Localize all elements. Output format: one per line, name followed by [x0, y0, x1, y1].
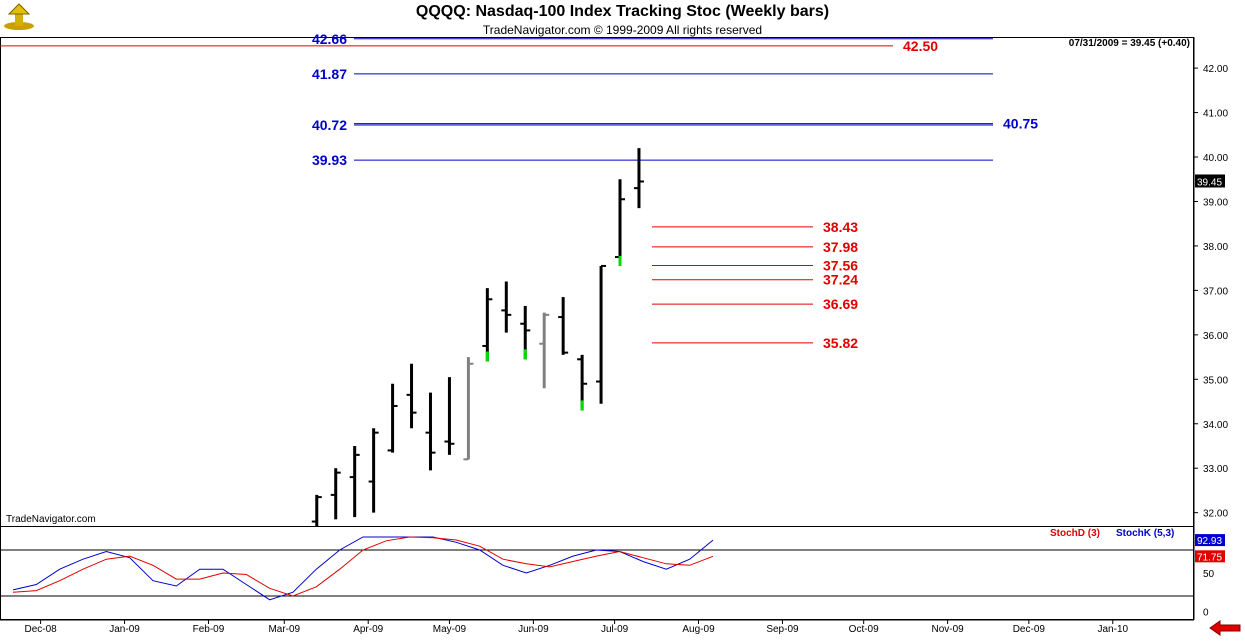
- price-tick-label: 35.00: [1203, 375, 1228, 386]
- time-tick-label: Dec-08: [24, 624, 57, 635]
- stochk-value-label: 92.93: [1197, 536, 1222, 547]
- level-label: 42.50: [903, 38, 938, 54]
- ohlc-bar: [444, 377, 455, 455]
- price-tick-label: 40.00: [1203, 153, 1228, 164]
- price-tick-label: 32.00: [1203, 509, 1228, 520]
- ohlc-bar: [330, 468, 341, 520]
- last-price-info: 07/31/2009 = 39.45 (+0.40): [1068, 38, 1190, 49]
- last-price-tag-label: 39.45: [1197, 177, 1222, 188]
- ohlc-bar: [482, 288, 493, 362]
- red-left-arrow-icon[interactable]: [1208, 620, 1242, 641]
- level-label: 42.66: [312, 31, 347, 47]
- stochd-line: [12, 536, 714, 597]
- level-label: 36.69: [823, 296, 858, 312]
- time-tick-label: May-09: [433, 624, 467, 635]
- level-label: 35.82: [823, 335, 858, 351]
- price-tick-label: 39.00: [1203, 197, 1228, 208]
- level-label: 40.72: [312, 117, 347, 133]
- ohlc-bar: [501, 281, 512, 333]
- level-label: 41.87: [312, 66, 347, 82]
- price-tick-label: 42.00: [1203, 64, 1228, 75]
- last-price-tag: [1195, 174, 1225, 188]
- stochd-legend: StochD (3): [1050, 528, 1100, 539]
- ohlc-bar: [539, 312, 550, 389]
- ohlc-bar: [425, 392, 436, 471]
- ohlc-bar: [558, 297, 569, 355]
- ohlc-bar: [349, 445, 360, 518]
- time-tick-label: Aug-09: [682, 624, 715, 635]
- oscillator-panel-frame: [0, 526, 1194, 620]
- time-tick-label: Jun-09: [518, 624, 549, 635]
- time-tick-label: Dec-09: [1013, 624, 1046, 635]
- time-tick-label: Sep-09: [766, 624, 799, 635]
- ohlc-bar: [633, 148, 644, 209]
- ohlc-bar: [463, 357, 474, 461]
- stochk-value-tag: [1195, 534, 1225, 547]
- time-tick-label: Mar-09: [268, 624, 300, 635]
- time-tick-label: Jul-09: [601, 624, 629, 635]
- time-tick-label: Jan-09: [109, 624, 140, 635]
- stochd-value-tag: [1195, 550, 1225, 563]
- level-label: 38.43: [823, 219, 858, 235]
- time-tick-label: Apr-09: [353, 624, 383, 635]
- ohlc-bar: [615, 179, 626, 266]
- stoch-tick-label: 0: [1203, 607, 1209, 618]
- level-label: 37.98: [823, 239, 858, 255]
- price-tick-label: 37.00: [1203, 286, 1228, 297]
- time-tick-label: Nov-09: [931, 624, 964, 635]
- ohlc-bar: [406, 363, 417, 429]
- watermark: TradeNavigator.com: [6, 514, 96, 525]
- stoch-tick-label: 50: [1203, 569, 1215, 580]
- time-tick-label: Jan-10: [1097, 624, 1128, 635]
- trade-navigator-logo-icon[interactable]: [2, 2, 36, 32]
- ohlc-bar: [311, 494, 322, 526]
- ohlc-bar: [577, 354, 588, 411]
- price-tick-label: 41.00: [1203, 109, 1228, 120]
- chart-subtitle: TradeNavigator.com © 1999-2009 All right…: [482, 23, 763, 37]
- price-tick-label: 38.00: [1203, 242, 1228, 253]
- time-tick-label: Feb-09: [193, 624, 225, 635]
- chart-title: QQQQ: Nasdaq-100 Index Tracking Stoc (We…: [415, 3, 830, 20]
- stochk-line: [12, 536, 714, 601]
- price-tick-label: 36.00: [1203, 331, 1228, 342]
- stochk-legend: StochK (5,3): [1116, 528, 1175, 539]
- price-tick-label: 33.00: [1203, 464, 1228, 475]
- level-label: 39.93: [312, 152, 347, 168]
- level-label: 37.24: [823, 272, 858, 288]
- ohlc-bar: [596, 264, 607, 404]
- ohlc-bar: [520, 305, 531, 360]
- level-label: 37.56: [823, 257, 858, 273]
- ohlc-bar: [368, 428, 379, 513]
- time-tick-label: Oct-09: [849, 624, 879, 635]
- ohlc-bar: [387, 383, 398, 453]
- level-label: 40.75: [1003, 116, 1038, 132]
- stochd-value-label: 71.75: [1197, 552, 1222, 563]
- main-panel-frame: [0, 37, 1194, 527]
- price-tick-label: 34.00: [1203, 420, 1228, 431]
